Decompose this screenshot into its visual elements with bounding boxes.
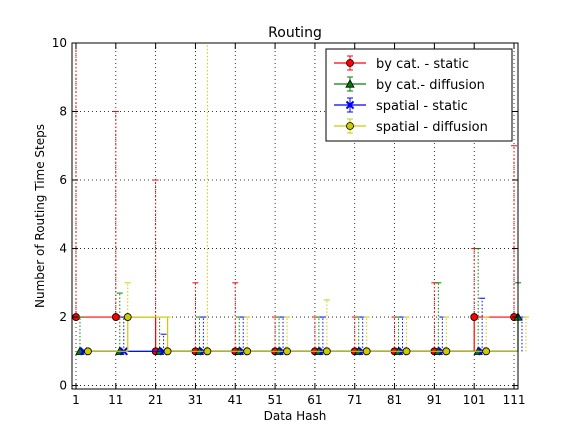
data-point (346, 59, 354, 67)
y-tick-label: 0 (59, 379, 67, 393)
data-point (345, 100, 355, 110)
legend-label: spatial - diffusion (376, 120, 488, 135)
data-point (470, 313, 479, 321)
y-tick-label: 4 (59, 242, 67, 256)
legend-entry: spatial - static (334, 97, 468, 114)
y-tick-label: 10 (52, 36, 67, 50)
data-point (243, 347, 252, 356)
x-tick-label: 41 (228, 393, 243, 407)
y-tick-label: 6 (59, 173, 67, 187)
chart-title: Routing (268, 25, 322, 41)
x-tick-label: 1 (72, 393, 80, 407)
series-layer (72, 42, 529, 356)
legend: by cat. - static by cat.- diffusion spatia… (325, 48, 513, 142)
x-axis-label: Data Hash (264, 409, 327, 423)
x-tick-label: 111 (503, 393, 526, 407)
data-point (163, 347, 172, 356)
data-point (322, 347, 331, 356)
x-tick-label: 61 (307, 393, 322, 407)
y-tick-label: 8 (59, 105, 67, 119)
y-tick-label: 2 (59, 310, 67, 324)
data-point (402, 347, 411, 356)
data-point (442, 347, 451, 356)
data-point (203, 347, 212, 356)
x-tick-label: 101 (463, 393, 486, 407)
x-tick-label: 21 (148, 393, 163, 407)
data-point (346, 122, 354, 130)
legend-label: spatial - static (376, 99, 468, 114)
x-tick-label: 11 (108, 393, 123, 407)
x-tick-label: 81 (387, 393, 402, 407)
x-tick-label: 51 (267, 393, 282, 407)
x-tick-label: 71 (347, 393, 362, 407)
legend-entry: spatial - diffusion (334, 118, 488, 135)
data-point (123, 313, 132, 321)
x-tick-label: 91 (427, 393, 442, 407)
series-line (87, 316, 518, 352)
data-point (84, 347, 92, 356)
plot-frame (71, 42, 519, 390)
x-tick-label: 31 (188, 393, 203, 407)
y-axis-label: Number of Routing Time Steps (33, 124, 47, 308)
point-stroke (345, 100, 355, 110)
data-point (283, 347, 291, 356)
legend-label: by cat.- diffusion (376, 78, 485, 93)
legend-entry: by cat. - static (334, 55, 469, 72)
data-point (362, 347, 371, 356)
data-point (345, 79, 355, 88)
data-point (482, 347, 491, 356)
legend-label: by cat. - static (376, 57, 469, 72)
legend-entry: by cat.- diffusion (334, 76, 485, 93)
data-point (111, 313, 120, 321)
